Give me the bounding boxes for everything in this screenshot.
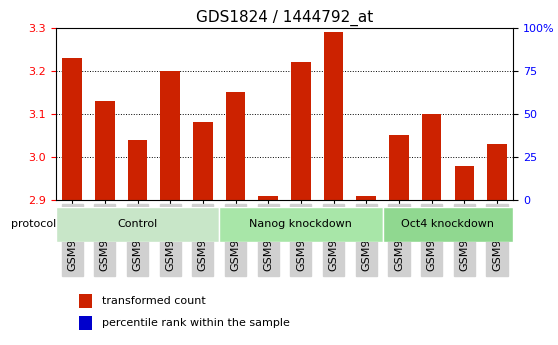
Bar — [79, 316, 93, 330]
Bar — [389, 135, 409, 200]
Bar — [160, 71, 180, 200]
Text: Oct4 knockdown: Oct4 knockdown — [402, 219, 494, 229]
Title: GDS1824 / 1444792_at: GDS1824 / 1444792_at — [196, 10, 373, 26]
Text: percentile rank within the sample: percentile rank within the sample — [102, 318, 290, 328]
Bar — [258, 196, 278, 200]
FancyBboxPatch shape — [56, 207, 219, 242]
FancyBboxPatch shape — [219, 207, 383, 242]
Bar — [95, 101, 114, 200]
Bar — [455, 166, 474, 200]
Bar — [291, 62, 311, 200]
Bar — [324, 32, 343, 200]
Text: Control: Control — [117, 219, 157, 229]
Text: transformed count: transformed count — [102, 296, 205, 306]
Text: protocol: protocol — [11, 219, 56, 229]
Bar — [62, 58, 82, 200]
Text: Nanog knockdown: Nanog knockdown — [249, 219, 352, 229]
Bar — [79, 294, 93, 308]
Bar — [193, 122, 213, 200]
FancyBboxPatch shape — [383, 207, 513, 242]
Bar — [226, 92, 246, 200]
Bar — [422, 114, 441, 200]
Bar — [128, 140, 147, 200]
Bar — [357, 196, 376, 200]
Bar — [487, 144, 507, 200]
